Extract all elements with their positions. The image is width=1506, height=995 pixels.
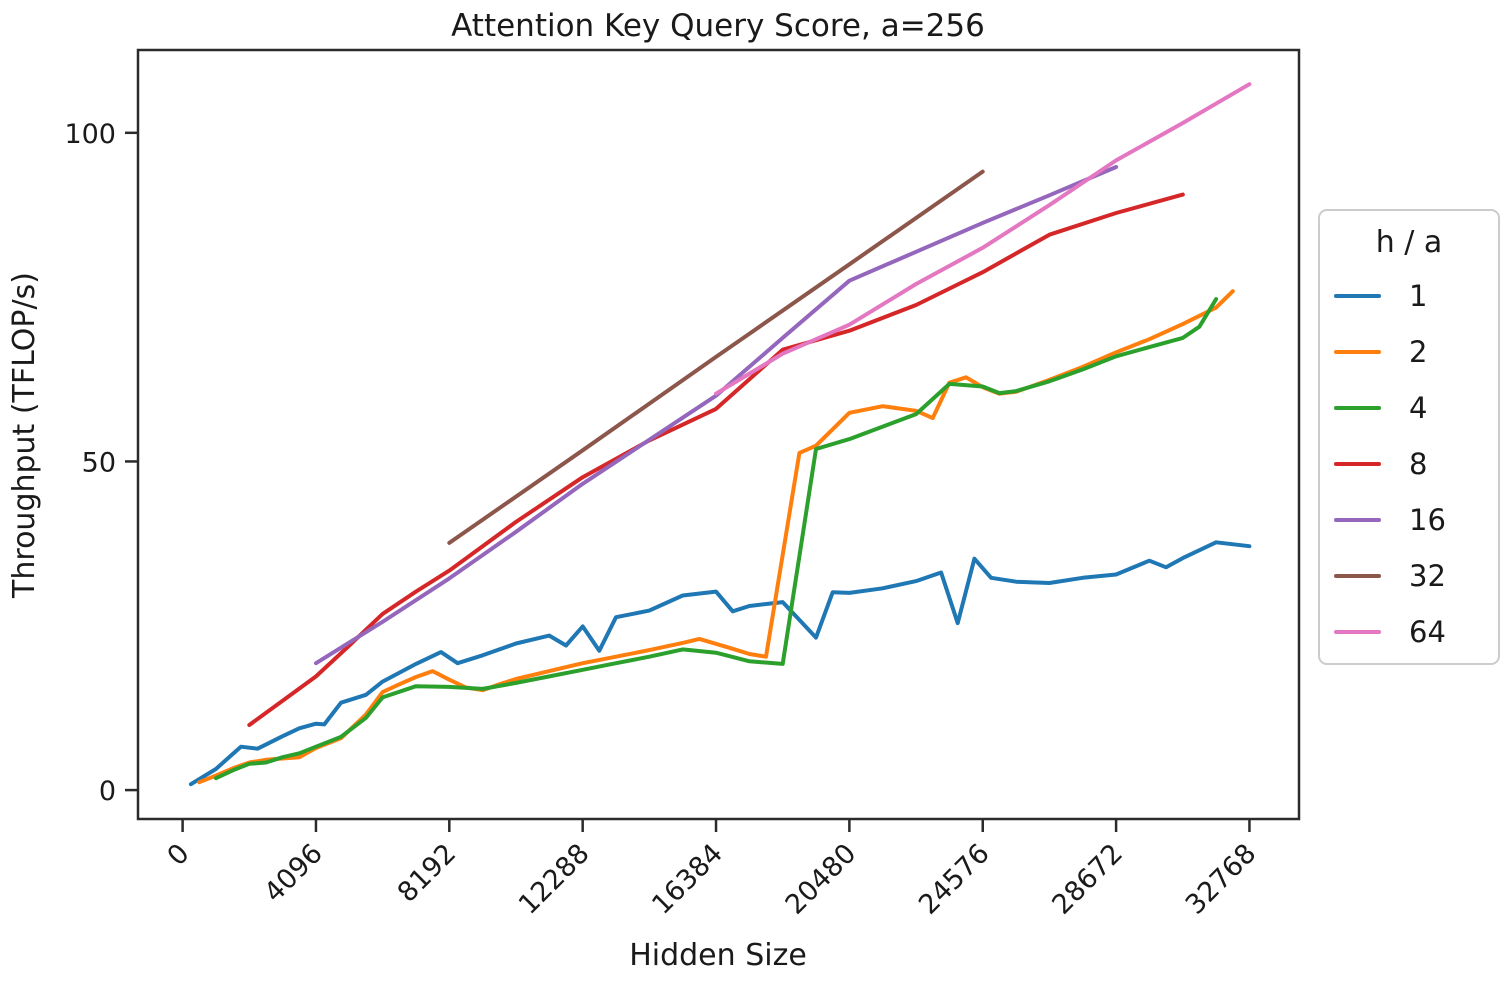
legend-line-icon xyxy=(1334,518,1381,522)
legend-title: h / a xyxy=(1375,225,1443,260)
x-tick-label: 12288 xyxy=(513,838,596,921)
x-axis-ticks: 0 4096 8192 12288 16384 20480 24576 28672 32768 xyxy=(161,819,1262,921)
legend-item-2: 2 xyxy=(1320,324,1498,380)
plot-border xyxy=(136,48,1301,821)
series-group xyxy=(188,82,1252,787)
y-tick-label: 100 xyxy=(64,119,116,150)
legend-items: 1 2 4 8 16 32 64 xyxy=(1320,268,1498,660)
y-tick-label: 0 xyxy=(99,776,116,807)
y-tick-label: 50 xyxy=(82,447,116,478)
x-axis-label: Hidden Size xyxy=(629,938,807,973)
legend-item-4: 4 xyxy=(1320,380,1498,436)
legend-item-8: 8 xyxy=(1320,436,1498,492)
legend-line-icon xyxy=(1334,630,1381,634)
y-axis-ticks: 0 50 100 xyxy=(64,119,138,807)
legend-item-label: 2 xyxy=(1409,335,1428,369)
x-tick-label: 16384 xyxy=(646,838,729,921)
x-tick-label: 8192 xyxy=(392,838,463,909)
legend-line-icon xyxy=(1334,294,1381,298)
x-tick-label: 20480 xyxy=(780,838,863,921)
legend-item-label: 4 xyxy=(1409,391,1428,425)
x-tick-label: 4096 xyxy=(258,838,329,909)
legend-item-label: 16 xyxy=(1409,503,1446,537)
x-tick-label: 32768 xyxy=(1180,838,1263,921)
chart-title: Attention Key Query Score, a=256 xyxy=(451,8,985,44)
legend: h / a 1 2 4 8 16 32 64 xyxy=(1318,209,1500,665)
x-tick-label: 0 xyxy=(161,838,195,872)
series-line-1 xyxy=(188,540,1252,787)
series-line-64 xyxy=(714,82,1252,396)
series-line-32 xyxy=(447,169,985,545)
legend-item-label: 64 xyxy=(1409,615,1446,649)
legend-line-icon xyxy=(1334,574,1381,578)
legend-item-16: 16 xyxy=(1320,492,1498,548)
legend-item-label: 1 xyxy=(1409,279,1428,313)
legend-item-64: 64 xyxy=(1320,604,1498,660)
legend-item-label: 32 xyxy=(1409,559,1446,593)
legend-item-label: 8 xyxy=(1409,447,1428,481)
legend-line-icon xyxy=(1334,462,1381,466)
series-line-4 xyxy=(213,297,1219,781)
x-tick-label: 28672 xyxy=(1046,838,1129,921)
series-line-8 xyxy=(247,192,1185,727)
y-axis-label: Throughput (TFLOP/s) xyxy=(7,272,42,599)
x-tick-label: 24576 xyxy=(913,838,996,921)
legend-item-1: 1 xyxy=(1320,268,1498,324)
legend-line-icon xyxy=(1334,350,1381,354)
series-line-2 xyxy=(197,289,1235,785)
legend-line-icon xyxy=(1334,406,1381,410)
legend-item-32: 32 xyxy=(1320,548,1498,604)
